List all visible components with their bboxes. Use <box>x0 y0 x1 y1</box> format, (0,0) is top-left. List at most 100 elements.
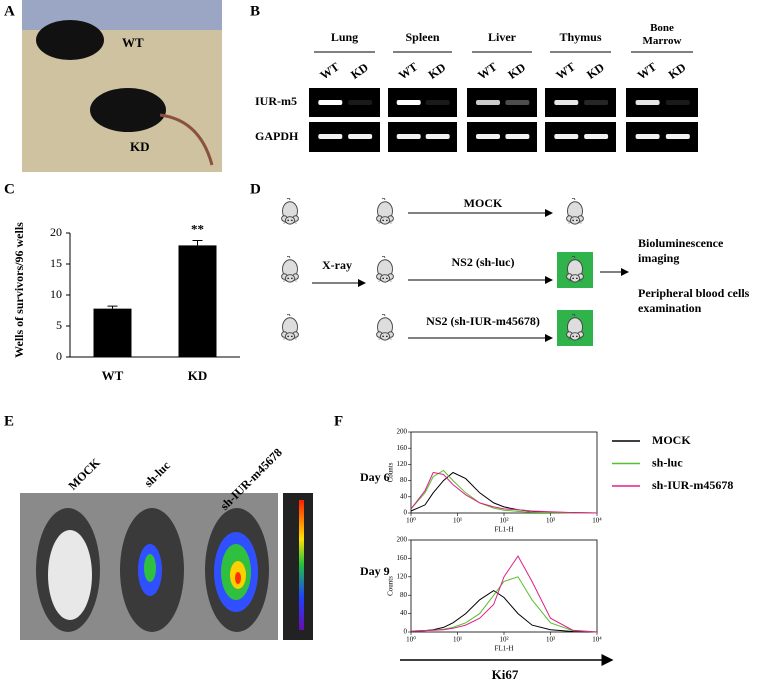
y-tick-label: 0 <box>404 509 408 517</box>
x-tick-label: KD <box>188 368 208 383</box>
band <box>318 134 343 139</box>
x-tick-label: 10⁰ <box>406 517 416 525</box>
legend-label: sh-IUR-m45678 <box>652 478 733 492</box>
band <box>476 100 500 105</box>
lane-label: WT <box>635 60 659 83</box>
histogram-line <box>410 589 598 633</box>
gel-b <box>309 88 698 152</box>
panel-label: E <box>4 413 14 429</box>
y-axis-label: Counts <box>387 576 395 596</box>
histogram-line <box>410 469 597 514</box>
x-axis-label: FL1-H <box>494 645 513 653</box>
band <box>554 100 579 105</box>
outcome: Peripheral blood cells examination <box>638 286 750 315</box>
panel-label: A <box>4 3 15 19</box>
y-tick-label: 5 <box>56 318 62 332</box>
bar <box>93 308 132 357</box>
treatment: MOCK <box>464 196 503 210</box>
band <box>396 134 421 139</box>
tissue-label: Lung <box>331 30 358 44</box>
row-label: GAPDH <box>255 129 299 143</box>
x-tick-label: 10⁴ <box>592 517 602 525</box>
plot-frame <box>410 431 598 514</box>
x-tick-label: 10⁰ <box>406 636 416 644</box>
band <box>425 134 450 139</box>
band <box>554 134 579 139</box>
y-tick-label: 120 <box>397 572 408 580</box>
band <box>505 134 530 139</box>
y-tick-label: 200 <box>397 428 408 436</box>
annotation: ** <box>191 221 204 236</box>
y-tick-label: 10 <box>50 287 62 301</box>
y-axis-label: Wells of survivors/96 wells <box>12 222 26 358</box>
tissue-label: Liver <box>488 30 517 44</box>
group-label: MOCK <box>65 455 103 493</box>
x-tick-label: 10³ <box>546 517 555 525</box>
x-tick-label: 10⁴ <box>592 636 602 644</box>
y-tick-label: 15 <box>50 256 62 270</box>
band <box>425 100 450 105</box>
step: X-ray <box>322 258 352 272</box>
band <box>584 100 609 105</box>
y-tick-label: 120 <box>397 460 408 468</box>
treatment: NS2 (sh-IUR-m45678) <box>426 314 540 328</box>
legend-label: MOCK <box>652 433 691 447</box>
tissue-label: Bone Marrow <box>642 22 682 47</box>
x-tick-label: 10² <box>499 517 508 525</box>
bar <box>178 245 217 357</box>
photo-a <box>22 0 222 172</box>
x-axis-label: FL1-H <box>494 526 513 534</box>
y-tick-label: 0 <box>56 349 62 363</box>
plot-frame <box>410 539 598 633</box>
y-tick-label: 20 <box>50 225 62 239</box>
band <box>348 100 373 105</box>
y-tick-label: 40 <box>400 492 408 500</box>
y-axis-label: Counts <box>387 462 395 482</box>
photo-label: KD <box>130 139 150 154</box>
marker-label: Ki67 <box>492 667 519 682</box>
histogram-line <box>410 471 598 514</box>
y-tick-label: 0 <box>404 628 408 636</box>
image-e <box>20 493 313 640</box>
band <box>318 100 343 105</box>
day-label: Day 6 <box>360 470 390 484</box>
band <box>396 100 421 105</box>
panel-label: F <box>334 413 343 429</box>
lane-label: WT <box>396 60 420 83</box>
x-tick-label: 10³ <box>546 636 555 644</box>
error-bar <box>192 239 203 246</box>
x-tick-label: WT <box>102 368 124 383</box>
band <box>665 134 690 139</box>
x-tick-label: 10¹ <box>453 636 462 644</box>
row-label: IUR-m5 <box>255 94 297 108</box>
histogram-line <box>410 471 598 514</box>
x-tick-label: 10² <box>499 636 508 644</box>
error-bar <box>107 305 118 309</box>
histogram-line <box>410 576 598 633</box>
lane-label: WT <box>553 60 577 83</box>
panel-label: C <box>4 181 15 197</box>
lane-label: KD <box>584 60 607 82</box>
lane-label: KD <box>505 60 528 82</box>
lane-label: WT <box>317 60 341 83</box>
y-tick-label: 80 <box>400 591 408 599</box>
legend-label: sh-luc <box>652 455 683 469</box>
panel-label: B <box>250 3 260 19</box>
band <box>665 100 690 105</box>
lane-label: KD <box>666 60 689 82</box>
group-label: sh-luc <box>141 458 173 490</box>
scheme-d <box>281 198 629 346</box>
band <box>635 134 660 139</box>
treatment: NS2 (sh-luc) <box>451 255 514 269</box>
day-label: Day 9 <box>360 564 390 578</box>
band <box>635 100 660 105</box>
histogram-line <box>410 555 598 633</box>
photo-label: WT <box>122 35 144 50</box>
y-tick-label: 200 <box>397 536 408 544</box>
tissue-label: Spleen <box>405 30 439 44</box>
lane-label: KD <box>348 60 371 82</box>
y-tick-label: 80 <box>400 476 408 484</box>
tissue-label: Thymus <box>559 30 601 44</box>
